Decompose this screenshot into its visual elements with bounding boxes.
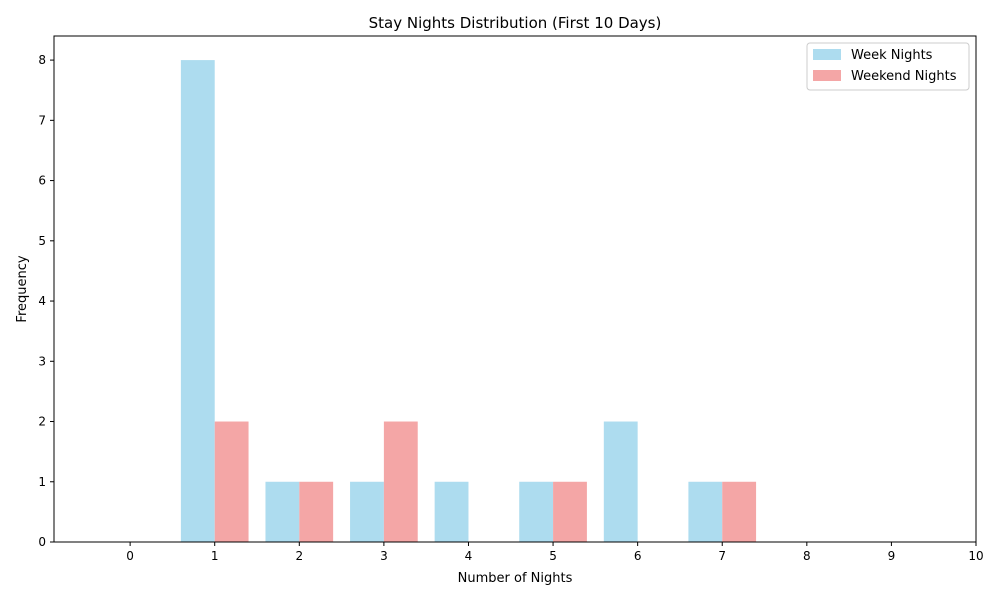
bar-week-nights-4 <box>434 481 469 542</box>
y-tick-label: 4 <box>38 294 46 308</box>
x-tick-label: 4 <box>465 549 473 563</box>
y-tick-label: 1 <box>38 475 46 489</box>
x-tick-label: 5 <box>549 549 557 563</box>
x-tick-label: 9 <box>888 549 896 563</box>
legend: Week Nights Weekend Nights <box>806 42 970 91</box>
y-tick-label: 7 <box>38 113 46 127</box>
bar-week-nights-7 <box>688 481 723 542</box>
x-axis-label: Number of Nights <box>458 571 573 586</box>
legend-swatch-week-nights <box>813 49 841 60</box>
bar-weekend-nights-1 <box>214 421 249 542</box>
y-tick-label: 2 <box>38 415 46 429</box>
bar-week-nights-1 <box>180 60 215 542</box>
x-tick-label: 6 <box>634 549 642 563</box>
x-tick-label: 7 <box>718 549 726 563</box>
y-axis-ticks: 0 1 2 3 4 5 6 7 8 <box>38 53 54 549</box>
x-tick-label: 2 <box>295 549 303 563</box>
y-tick-label: 5 <box>38 234 46 248</box>
x-axis-ticks: 0 1 2 3 4 5 6 7 8 9 10 <box>126 542 984 563</box>
y-tick-label: 6 <box>38 174 46 188</box>
y-tick-label: 0 <box>38 535 46 549</box>
bar-week-nights-6 <box>603 421 638 542</box>
x-tick-label: 10 <box>968 549 983 563</box>
legend-box <box>806 42 970 91</box>
x-tick-label: 8 <box>803 549 811 563</box>
y-tick-label: 3 <box>38 354 46 368</box>
y-axis-label: Frequency <box>15 255 30 322</box>
chart-title: Stay Nights Distribution (First 10 Days) <box>369 14 662 32</box>
legend-swatch-weekend-nights <box>813 70 841 81</box>
legend-label-weekend-nights: Weekend Nights <box>851 69 957 84</box>
bar-weekend-nights-2 <box>299 481 334 542</box>
bar-weekend-nights-5 <box>553 481 587 542</box>
bars-group <box>180 60 757 542</box>
x-tick-label: 1 <box>211 549 219 563</box>
bar-weekend-nights-3 <box>383 421 418 542</box>
plot-frame <box>53 35 977 543</box>
bar-week-nights-5 <box>519 481 554 542</box>
bar-week-nights-2 <box>265 481 300 542</box>
legend-label-week-nights: Week Nights <box>851 48 933 63</box>
bar-weekend-nights-7 <box>722 481 757 542</box>
x-tick-label: 3 <box>380 549 388 563</box>
y-tick-label: 8 <box>38 53 46 67</box>
bar-week-nights-3 <box>350 481 384 542</box>
x-tick-label: 0 <box>126 549 134 563</box>
